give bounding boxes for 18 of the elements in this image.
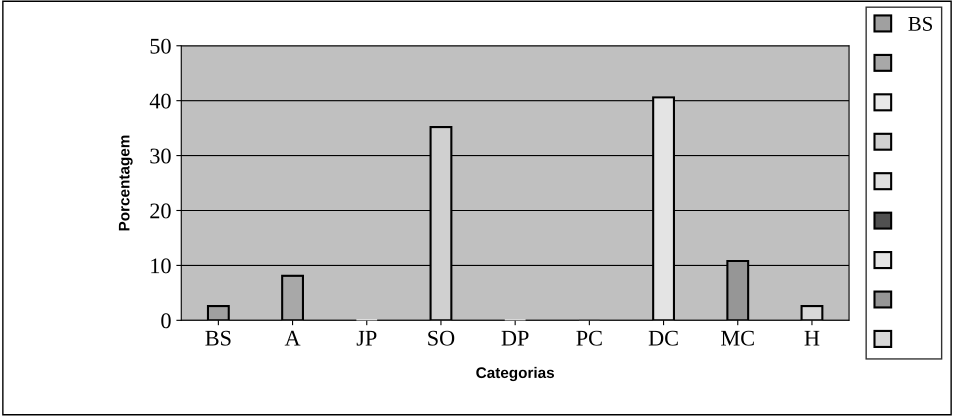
y-axis-title: Porcentagem [118,136,133,230]
y-tick-label: 30 [150,148,171,164]
y-tick-label: 0 [161,313,171,328]
y-tick-label: 10 [151,258,171,274]
legend-label: BS [908,16,932,31]
x-tick-label: SO [428,330,454,346]
y-tick-label: 20 [150,203,171,218]
x-tick-label: JP [356,330,376,346]
x-tick-label: PC [576,330,602,346]
x-tick-label: DC [648,330,678,346]
x-tick-label: H [804,330,820,346]
x-tick-label: MC [721,330,754,346]
x-axis-title: Categorias [476,366,554,382]
y-tick-label: 50 [150,38,171,54]
y-tick-label: 40 [150,94,171,109]
x-tick-label: DP [502,330,528,346]
x-tick-label: A [284,330,300,346]
x-tick-label: BS [205,330,231,346]
